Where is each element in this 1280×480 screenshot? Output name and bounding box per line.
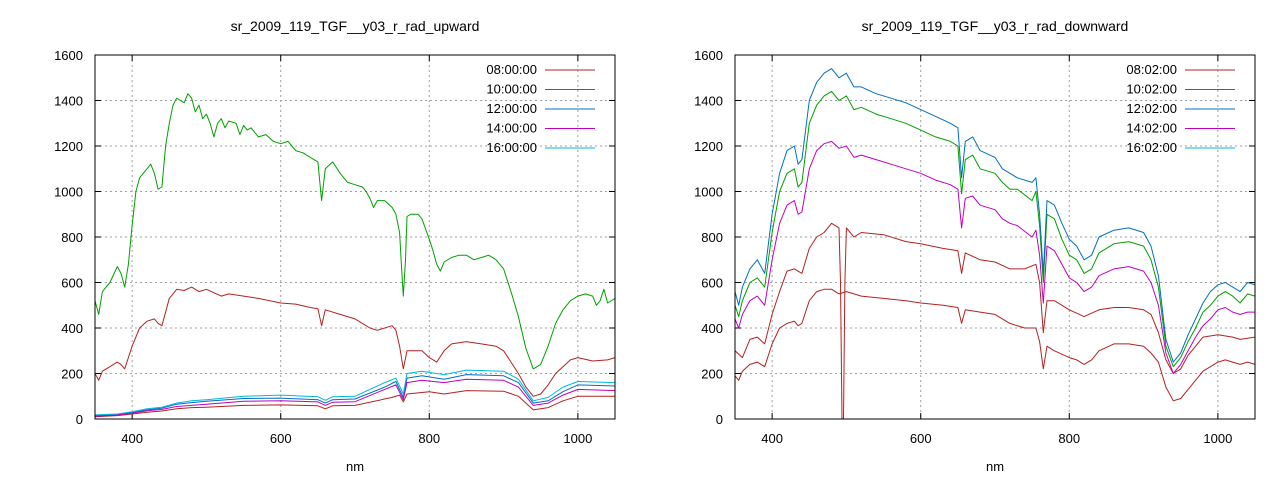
y-tick-label: 800	[61, 230, 83, 245]
legend-label: 10:02:00	[1126, 82, 1177, 97]
y-tick-label: 600	[61, 276, 83, 291]
chart-title: sr_2009_119_TGF__y03_r_rad_upward	[231, 18, 480, 34]
y-tick-label: 1600	[694, 48, 723, 63]
x-tick-label: 400	[761, 431, 783, 446]
y-tick-label: 400	[61, 321, 83, 336]
x-tick-label: 600	[270, 431, 292, 446]
y-tick-label: 1200	[694, 139, 723, 154]
plot-frame	[734, 54, 1256, 420]
series-line-160000	[95, 369, 615, 416]
x-tick-label: 600	[910, 431, 932, 446]
series-line-140000	[95, 378, 615, 417]
y-tick-label: 600	[701, 276, 723, 291]
chart-title: sr_2009_119_TGF__y03_r_rad_downward	[862, 18, 1129, 34]
y-tick-label: 200	[61, 367, 83, 382]
y-tick-label: 1000	[54, 185, 83, 200]
y-tick-label: 1000	[694, 185, 723, 200]
legend-label: 12:00:00	[486, 101, 537, 116]
y-tick-label: 1600	[54, 48, 83, 63]
y-tick-label: 400	[701, 321, 723, 336]
chart-2: sr_2009_119_TGF__y03_r_rad_downward 0 200 4…	[694, 18, 1256, 474]
legend-label: 10:00:00	[486, 82, 537, 97]
legend-label: 08:00:00	[486, 62, 537, 77]
series-line-140200	[735, 140, 1255, 374]
legend-label: 08:02:00	[1126, 62, 1177, 77]
x-tick-label: 1000	[1203, 431, 1232, 446]
legend-label: 14:02:00	[1126, 121, 1177, 136]
legend-label: 16:02:00	[1126, 140, 1177, 155]
series-line-extra-5	[95, 286, 615, 397]
series-line-100000	[95, 93, 615, 370]
y-tick-label: 1400	[694, 94, 723, 109]
legend-label: 14:00:00	[486, 121, 537, 136]
series-line-080000	[95, 390, 615, 418]
x-axis-label: nm	[346, 459, 364, 474]
series-line-080200	[735, 222, 1255, 419]
y-tick-label: 0	[716, 412, 723, 427]
y-tick-label: 1400	[54, 94, 83, 109]
x-tick-label: 400	[121, 431, 143, 446]
x-tick-label: 1000	[563, 431, 592, 446]
series-line-120200	[735, 68, 1255, 363]
plot-frame	[94, 54, 616, 420]
y-tick-label: 200	[701, 367, 723, 382]
series-line-extra-5	[735, 288, 1255, 402]
legend-label: 12:02:00	[1126, 101, 1177, 116]
chart-1: sr_2009_119_TGF__y03_r_rad_upward 0 200 400…	[54, 18, 616, 474]
x-tick-label: 800	[418, 431, 440, 446]
series-line-100200	[735, 90, 1255, 368]
x-axis-label: nm	[986, 459, 1004, 474]
y-tick-label: 1200	[54, 139, 83, 154]
y-tick-label: 800	[701, 230, 723, 245]
legend-label: 16:00:00	[486, 140, 537, 155]
series-line-120000	[95, 374, 615, 417]
y-tick-label: 0	[76, 412, 83, 427]
x-tick-label: 800	[1058, 431, 1080, 446]
